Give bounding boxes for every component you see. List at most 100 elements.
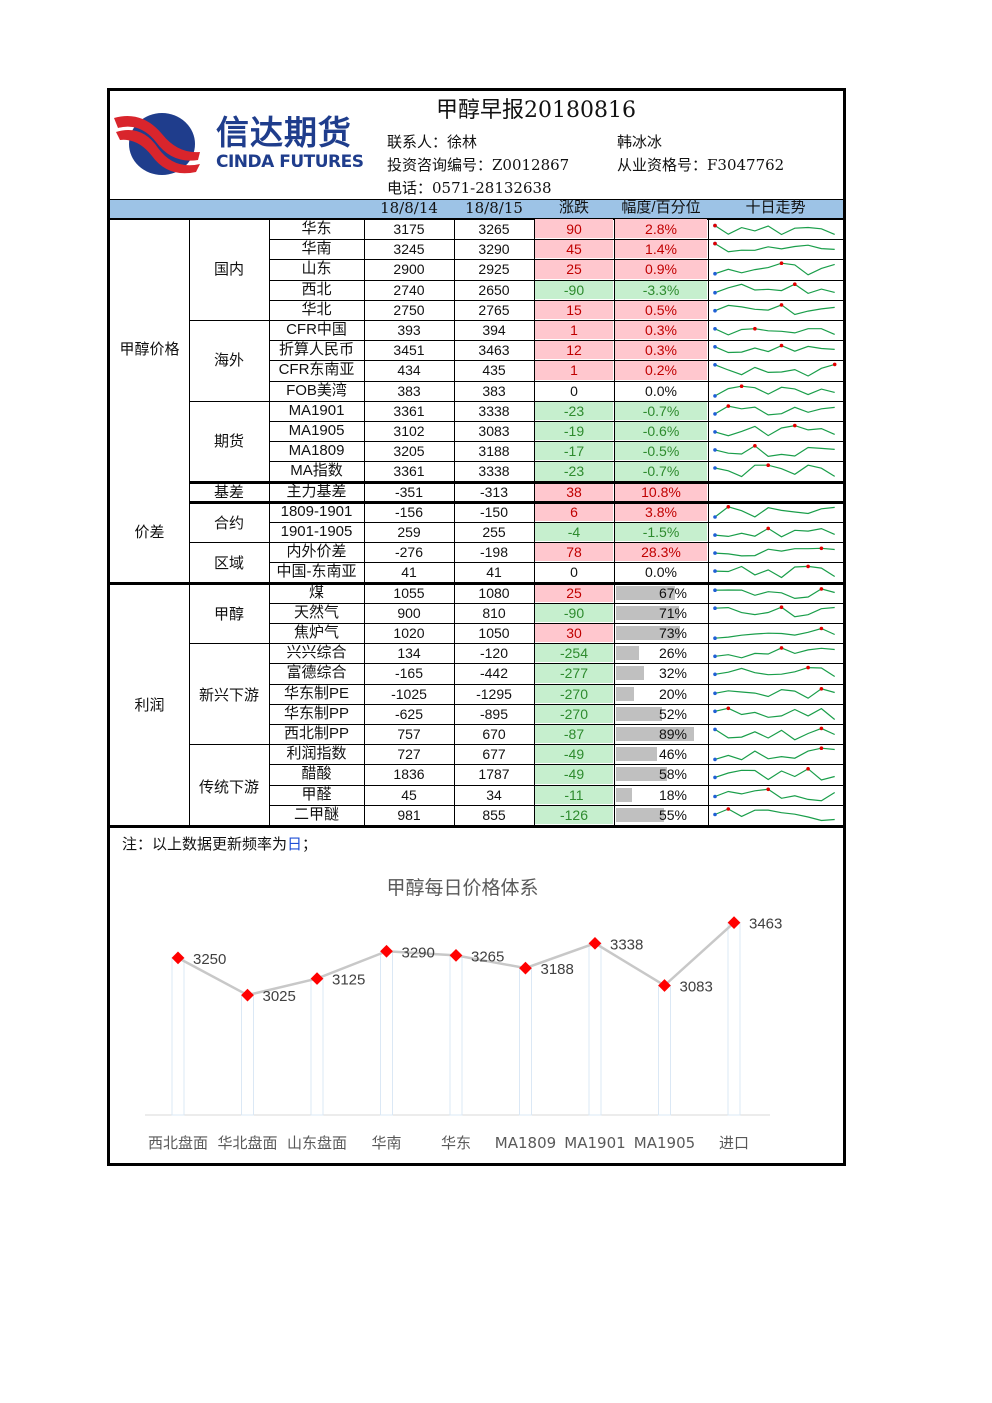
chart-category-label: 华东 (441, 1134, 471, 1152)
grid-line (269, 259, 843, 261)
percentile-label: 67% (658, 584, 688, 601)
grid-line (189, 219, 190, 825)
row-value-1: 41 (401, 564, 417, 581)
grid-line (269, 340, 843, 342)
row-name: 山东 (301, 260, 332, 278)
row-name: 内外价差 (286, 543, 347, 561)
row-value-2: 3265 (478, 221, 510, 237)
row-value-2: 677 (482, 746, 506, 763)
row-change: -254 (535, 643, 613, 663)
col-date-2: 18/8/15 (465, 199, 523, 217)
row-name: 天然气 (293, 603, 339, 621)
row-percentile: 89% (614, 724, 708, 744)
percentile-label: 20% (658, 685, 688, 702)
row-change: -49 (535, 744, 613, 764)
row-value-1: 900 (397, 604, 421, 621)
chart-data-label: 3083 (680, 979, 713, 996)
row-change: 1 (535, 360, 613, 380)
sub-basis: 基差 (213, 483, 244, 501)
chart-data-label: 3125 (332, 972, 365, 989)
trend-sparkline (713, 281, 835, 295)
percentile-bar (616, 585, 675, 600)
trend-sparkline (713, 302, 835, 315)
trend-sparkline (713, 546, 835, 557)
footnote-highlight: 日 (287, 835, 303, 853)
row-change: -19 (535, 421, 613, 441)
grid-line (269, 380, 843, 382)
grid-line (614, 219, 615, 825)
row-percent: -0.7% (615, 461, 707, 481)
row-value-2: 394 (482, 322, 506, 338)
row-percent: -3.3% (615, 279, 707, 299)
chart-point (241, 988, 254, 1002)
row-percent: 1.4% (615, 239, 707, 259)
row-value-1: 259 (397, 524, 421, 540)
logo: 信达期货 CINDA FUTURES (112, 106, 370, 178)
row-name: 1809-1901 (280, 502, 353, 520)
grid-line (110, 581, 843, 585)
chart-drop-bar (519, 967, 532, 1116)
row-name: CFR东南亚 (278, 361, 355, 379)
row-value-1: 981 (397, 806, 421, 823)
row-value-2: 2765 (478, 301, 510, 318)
row-change: 38 (535, 481, 613, 501)
row-name: 煤 (308, 583, 324, 601)
row-change: -17 (535, 441, 613, 461)
trend-sparkline (713, 787, 836, 801)
row-value-1: 3361 (393, 463, 425, 480)
chart-point (449, 949, 463, 962)
grid-line (269, 724, 843, 725)
grid-line (110, 825, 843, 828)
chart-drop-bar (310, 978, 324, 1116)
row-value-2: -120 (479, 645, 509, 662)
price-system-chart: 3250 西北盘面 3025 华北盘面 3125 山东盘面 3290 华南 3265 华东 3188… (145, 916, 782, 1152)
row-name: 富德综合 (286, 664, 347, 682)
chart-drop-bar (380, 950, 393, 1116)
percentile-bar (616, 666, 645, 681)
percentile-bar (616, 626, 681, 640)
row-name: 兴兴综合 (286, 644, 347, 662)
row-value-1: 3451 (393, 342, 425, 359)
row-value-1: 3175 (393, 221, 425, 237)
trend-sparkline (713, 706, 836, 720)
row-value-2: 34 (486, 786, 502, 803)
chart-category-label: MA1809 (495, 1134, 556, 1152)
trend-sparkline (713, 383, 835, 398)
chart-data-label: 3250 (193, 951, 226, 968)
row-value-1: 3245 (393, 241, 425, 258)
row-value-2: -313 (479, 483, 509, 500)
grid-line (189, 480, 843, 484)
chart-point (658, 979, 671, 992)
row-value-2: -895 (479, 705, 509, 722)
sub-futures: 期货 (213, 432, 244, 450)
percentile-label: 55% (658, 806, 688, 823)
row-change: -270 (535, 683, 613, 703)
row-percentile: 67% (614, 583, 708, 603)
row-percentile: 20% (614, 684, 708, 704)
row-value-1: 3102 (393, 423, 425, 439)
percentile-label: 89% (658, 726, 688, 742)
percentile-label: 18% (658, 786, 688, 803)
row-percentile: 46% (614, 744, 708, 764)
row-value-2: 3188 (478, 443, 510, 460)
logo-en: CINDA FUTURES (216, 152, 364, 172)
row-value-2: 3338 (478, 402, 510, 419)
row-percent: 0.2% (615, 360, 707, 380)
footnote: 注：以上数据更新频率为日； (122, 834, 317, 854)
report-title: 甲醇早报20180816 (436, 98, 636, 123)
row-change: 78 (535, 542, 613, 562)
col-change: 涨跌 (558, 199, 589, 216)
chart-category-label: 山东盘面 (287, 1134, 347, 1152)
row-name: 中国-东南亚 (276, 563, 357, 581)
trend-sparkline (713, 223, 835, 236)
grid-line (534, 219, 535, 825)
row-percent: 0.0% (645, 382, 677, 399)
row-value-1: 2900 (393, 261, 425, 278)
row-change: 45 (535, 239, 613, 259)
chart-point (310, 972, 324, 985)
trend-sparkline (713, 444, 835, 458)
row-value-1: 2750 (393, 301, 425, 318)
chart-data-label: 3290 (402, 944, 435, 961)
row-change: 90 (535, 219, 613, 239)
sub-domestic: 国内 (213, 260, 244, 278)
